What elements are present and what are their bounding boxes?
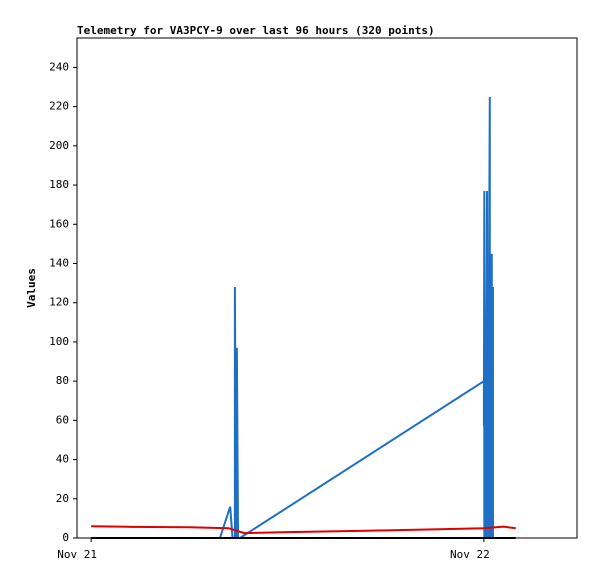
y-tick-label: 80 [56,374,69,387]
plot-frame [76,37,578,539]
y-axis-label: Values [25,268,38,308]
y-tick-label: 60 [56,413,69,426]
y-tick-label: 0 [62,531,69,544]
y-tick-label: 200 [49,139,69,152]
y-tick-label: 100 [49,335,69,348]
y-tick-label: 120 [49,296,69,309]
x-tick-label: Nov 21 [57,548,97,561]
data-line [91,525,516,535]
x-tick-label: Nov 22 [450,548,490,561]
y-tick-label: 240 [49,60,69,73]
y-tick-label: 20 [56,492,69,505]
y-tick-label: 180 [49,178,69,191]
chart-title: Telemetry for VA3PCY-9 over last 96 hour… [77,24,435,37]
y-tick-label: 40 [56,453,69,466]
data-line [219,96,494,539]
y-tick-label: 220 [49,100,69,113]
y-tick-label: 140 [49,256,69,269]
y-tick-label: 160 [49,217,69,230]
